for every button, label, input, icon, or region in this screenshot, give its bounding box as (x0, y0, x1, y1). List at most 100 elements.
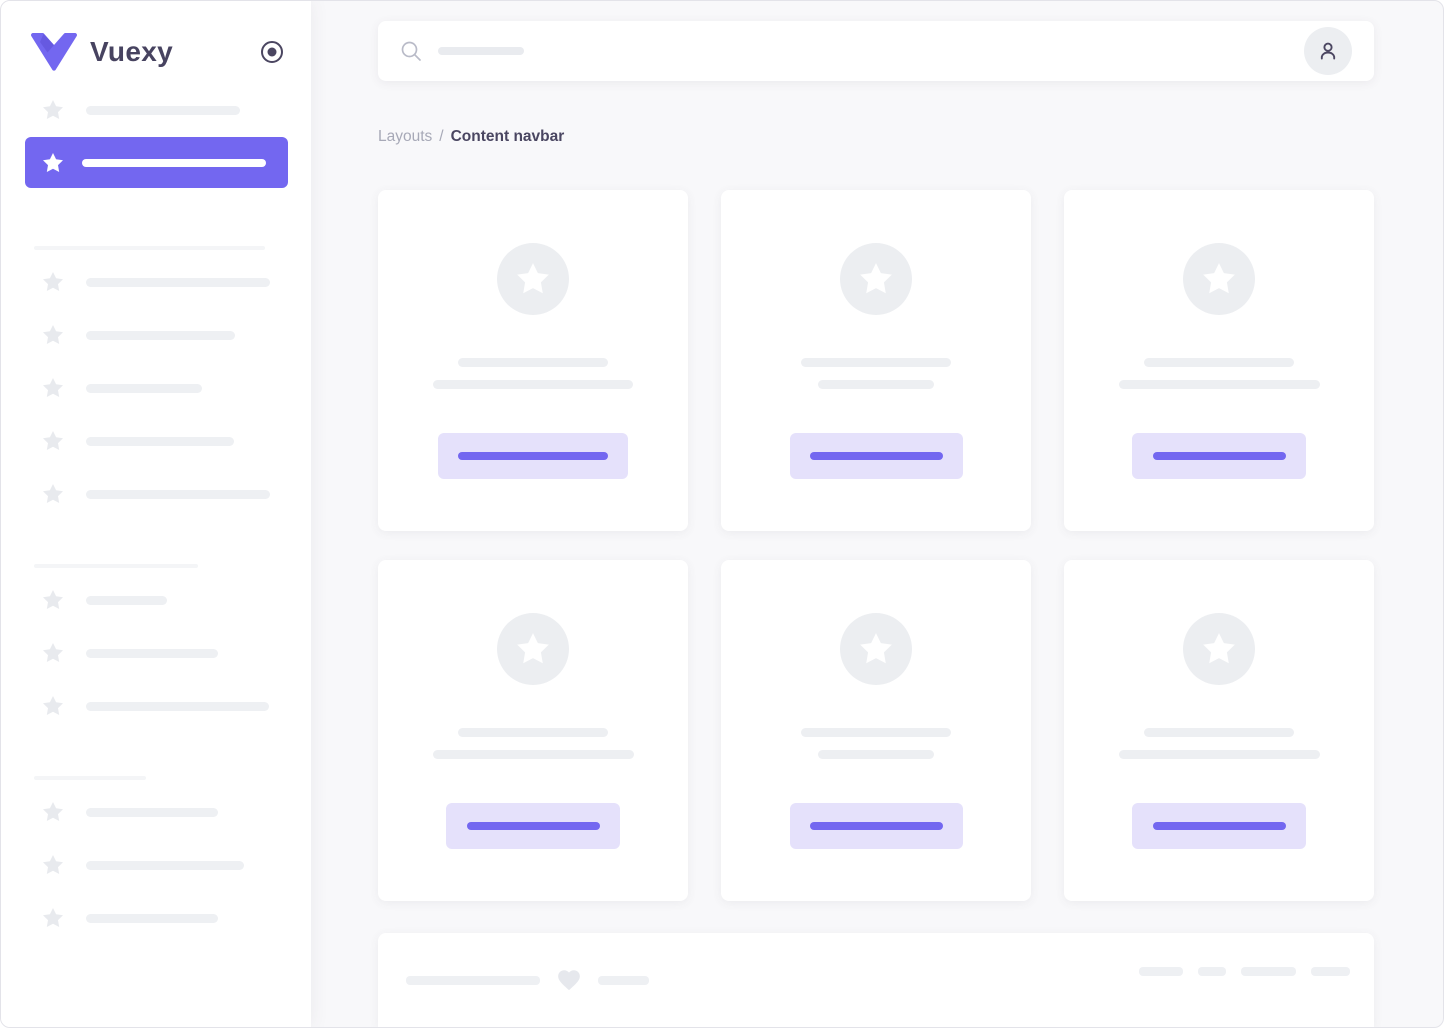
search-icon (401, 41, 421, 62)
footer-link-skeleton (1139, 967, 1183, 977)
menu-item-label-skeleton (86, 701, 269, 711)
card-title-skeleton (458, 728, 608, 738)
breadcrumb: Layouts / Content navbar (378, 128, 1374, 146)
sidebar-menu-item[interactable] (25, 98, 288, 122)
card-button-label-skeleton (466, 822, 600, 831)
star-icon (41, 800, 65, 824)
star-badge-icon (497, 243, 569, 316)
demo-card (721, 190, 1031, 532)
card-button[interactable] (789, 433, 963, 480)
sidebar-menu-item[interactable] (25, 482, 288, 506)
menu-section-divider (34, 776, 146, 780)
star-icon (41, 270, 65, 294)
star-icon (41, 429, 65, 453)
menu-section-divider (34, 246, 265, 250)
footer-link-skeleton (1311, 967, 1350, 977)
card-button-label-skeleton (1152, 452, 1286, 461)
demo-card (1064, 190, 1374, 532)
search-placeholder-skeleton (438, 47, 524, 56)
menu-item-label-skeleton (86, 383, 202, 393)
menu-item-label-skeleton (86, 436, 234, 446)
star-icon (41, 641, 65, 665)
menu-section-divider (34, 564, 198, 568)
card-button[interactable] (446, 803, 620, 850)
footer-link-skeleton (1198, 967, 1226, 977)
star-badge-icon (840, 613, 912, 686)
person-icon (1320, 42, 1336, 60)
top-navbar (378, 21, 1374, 82)
menu-item-label-skeleton (86, 489, 270, 499)
main-content: Layouts / Content navbar (311, 1, 1443, 1027)
card-title-skeleton (1144, 358, 1294, 368)
star-icon (41, 323, 65, 347)
card-title-skeleton (458, 358, 608, 368)
star-badge-icon (1183, 613, 1255, 686)
menu-item-label-skeleton (86, 105, 240, 115)
card-subtitle-skeleton (1118, 750, 1320, 760)
star-icon (41, 98, 65, 122)
search-bar[interactable] (400, 40, 1304, 62)
brand-name: Vuexy (90, 36, 173, 67)
sidebar-header: Vuexy (1, 1, 311, 71)
sidebar-menu-item[interactable] (25, 376, 288, 400)
card-button-label-skeleton (458, 452, 608, 461)
card-subtitle-skeleton (433, 380, 633, 390)
star-icon (41, 853, 65, 877)
star-icon (41, 376, 65, 400)
demo-card (378, 190, 688, 532)
card-button[interactable] (1132, 803, 1306, 850)
card-button-label-skeleton (1152, 822, 1286, 831)
card-subtitle-skeleton (1118, 380, 1320, 390)
star-icon (41, 151, 65, 175)
menu-item-label-skeleton (86, 277, 270, 287)
card-button-label-skeleton (809, 822, 943, 831)
footer-links (1139, 967, 1350, 977)
radio-circle-dot-icon (261, 41, 283, 63)
sidebar: Vuexy (1, 1, 311, 1027)
card-button[interactable] (438, 433, 628, 480)
card-title-skeleton (801, 728, 951, 738)
sidebar-menu-item[interactable] (25, 641, 288, 665)
star-badge-icon (1183, 243, 1255, 316)
breadcrumb-separator: / (439, 128, 444, 146)
vuexy-logo-icon (31, 33, 77, 71)
sidebar-menu-item[interactable] (25, 270, 288, 294)
card-button[interactable] (789, 803, 963, 850)
sidebar-menu (1, 71, 311, 930)
footer-link-skeleton (1241, 967, 1296, 977)
card-title-skeleton (801, 358, 951, 368)
user-avatar[interactable] (1304, 27, 1352, 76)
sidebar-menu-item[interactable] (25, 323, 288, 347)
card-subtitle-skeleton (818, 380, 934, 390)
star-icon (41, 588, 65, 612)
sidebar-menu-item[interactable] (25, 694, 288, 718)
sidebar-menu-item[interactable] (25, 853, 288, 877)
card-grid (378, 190, 1374, 902)
menu-item-label-skeleton (86, 595, 167, 605)
card-subtitle-skeleton (432, 750, 634, 760)
menu-item-label-skeleton (86, 807, 218, 817)
sidebar-pin-toggle[interactable] (259, 39, 285, 65)
footer-text-skeleton (598, 975, 649, 985)
brand: Vuexy (31, 33, 173, 71)
breadcrumb-current: Content navbar (450, 128, 565, 146)
card-button[interactable] (1132, 433, 1306, 480)
footer-left (406, 967, 649, 993)
footer-text-skeleton (406, 975, 540, 985)
star-icon (41, 694, 65, 718)
sidebar-menu-item[interactable] (25, 906, 288, 930)
sidebar-menu-item-active[interactable] (25, 137, 288, 188)
demo-card (721, 560, 1031, 902)
card-button-label-skeleton (809, 452, 943, 461)
star-icon (41, 906, 65, 930)
breadcrumb-parent[interactable]: Layouts (378, 128, 433, 146)
sidebar-menu-item[interactable] (25, 429, 288, 453)
star-badge-icon (840, 243, 912, 316)
card-subtitle-skeleton (818, 750, 934, 760)
menu-item-label-skeleton (86, 860, 244, 870)
card-title-skeleton (1144, 728, 1294, 738)
demo-card (1064, 560, 1374, 902)
sidebar-menu-item[interactable] (25, 588, 288, 612)
sidebar-menu-item[interactable] (25, 800, 288, 824)
